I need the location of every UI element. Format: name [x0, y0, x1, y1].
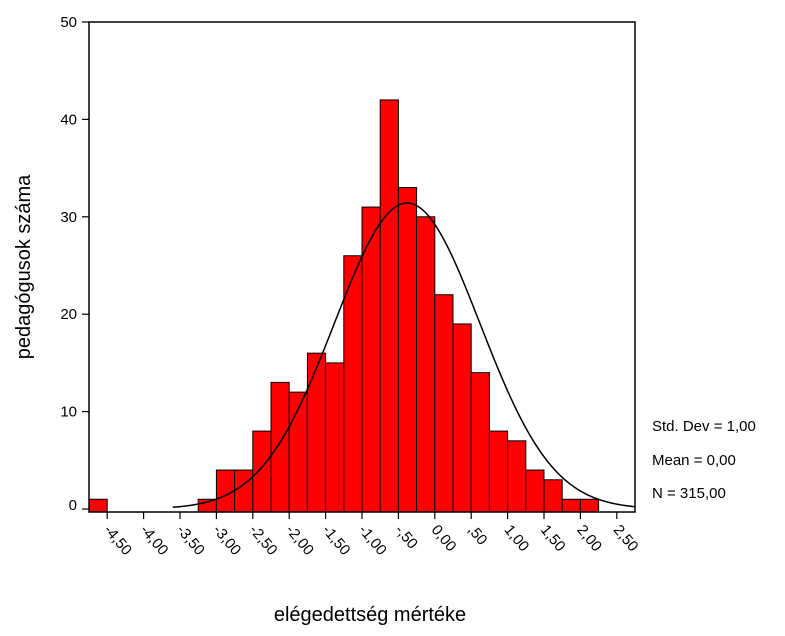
x-tick-label: -2,00 [282, 522, 317, 559]
histogram-bar [234, 469, 254, 513]
histogram-bar [252, 430, 272, 513]
y-axis: 0 10 20 30 40 50 [60, 14, 89, 514]
y-tick-label: 30 [60, 209, 77, 226]
histogram-bar [306, 352, 327, 513]
y-tick-label: 40 [60, 111, 77, 128]
histogram-bar [88, 498, 108, 513]
histogram-bar [543, 479, 563, 513]
x-tick-label: 2,00 [573, 522, 605, 555]
x-tick-label: -1,50 [319, 522, 354, 559]
histogram-bar [452, 323, 472, 513]
x-axis-label: elégedettség mértéke [274, 604, 466, 626]
histogram-bar [434, 294, 454, 513]
y-tick-label: 0 [69, 497, 77, 514]
x-tick-label: -3,50 [173, 522, 208, 559]
x-tick-label: -2,50 [246, 522, 281, 559]
y-axis-label: pedagógusok száma [13, 174, 35, 359]
mean-label: Mean = 0,00 [652, 452, 736, 469]
n-label: N = 315,00 [652, 485, 726, 502]
x-tick-label: -1,00 [355, 522, 390, 559]
normal-curve [172, 202, 636, 509]
x-tick-label: -,50 [391, 522, 421, 553]
histogram-bar [270, 381, 290, 513]
x-tick-label: 1,50 [537, 522, 569, 555]
y-tick-label: 20 [60, 306, 77, 323]
x-tick-label: ,50 [464, 522, 490, 549]
histogram-bar [579, 498, 600, 513]
bars-group [88, 99, 600, 513]
std-dev-label: Std. Dev = 1,00 [652, 418, 756, 435]
histogram-bar [488, 430, 509, 513]
histogram-bar [561, 498, 581, 513]
histogram-bar [325, 362, 345, 513]
histogram-bar [361, 206, 381, 513]
y-tick-label: 50 [60, 14, 77, 31]
histogram-bar [416, 216, 436, 513]
histogram-bar [470, 372, 490, 513]
histogram-bar [507, 440, 527, 513]
x-axis: -4,50 -4,00 -3,50 -3,00 -2,50 -2,00 -1,50 -1,00… [100, 512, 642, 559]
y-tick-label: 10 [60, 404, 77, 421]
x-tick-label: 2,50 [610, 522, 642, 555]
x-tick-label: 0,00 [428, 522, 460, 555]
histogram-bar [525, 469, 545, 513]
x-tick-label: -4,00 [137, 522, 172, 559]
x-tick-label: -4,50 [100, 522, 135, 559]
histogram-bar [379, 99, 399, 513]
histogram-bar [215, 469, 236, 513]
x-tick-label: 1,00 [501, 522, 533, 555]
x-tick-label: -3,00 [209, 522, 244, 559]
histogram-bar [397, 187, 418, 513]
